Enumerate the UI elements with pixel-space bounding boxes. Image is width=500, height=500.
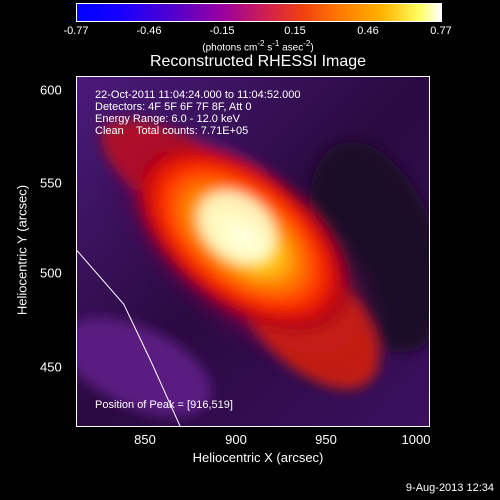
y-tick-label: 600: [40, 82, 62, 98]
chart-title: Reconstructed RHESSI Image: [149, 53, 367, 70]
y-tick-label: 500: [40, 265, 62, 281]
solar-limb-line: [77, 250, 181, 426]
x-tick-label: 950: [315, 432, 337, 447]
heatmap-image: [77, 77, 429, 426]
time-annotation: 22-Oct-2011 11:04:24.000 to 11:04:52.000: [95, 89, 301, 101]
y-axis-label: Heliocentric Y (arcsec): [14, 184, 30, 316]
colorbar: [76, 3, 442, 22]
clean-annotation: Clean Total counts: 7.71E+05: [95, 125, 249, 137]
colorbar-tick: 0.77: [430, 25, 452, 37]
colorbar-tick: 0.15: [284, 25, 306, 37]
x-axis-label: Heliocentric X (arcsec): [192, 450, 324, 465]
detectors-annotation: Detectors: 4F 5F 6F 7F 8F, Att 0: [95, 101, 252, 113]
y-tick-label: 450: [40, 359, 62, 375]
peak-annotation: Position of Peak = [916,519]: [95, 399, 233, 411]
colorbar-tick: -0.77: [63, 25, 89, 37]
y-tick-label: 550: [40, 175, 62, 191]
solar-limb: [77, 250, 181, 426]
x-tick-label: 850: [134, 432, 156, 447]
colorbar-tick: 0.46: [357, 25, 379, 37]
energy-annotation: Energy Range: 6.0 - 12.0 keV: [95, 113, 240, 125]
plot-area: 22-Oct-2011 11:04:24.000 to 11:04:52.000…: [76, 76, 430, 427]
colorbar-units: (photons cm-2 s-1 asec-2): [202, 39, 314, 54]
colorbar-tick: -0.46: [136, 25, 162, 37]
colorbar-tick: -0.15: [209, 25, 235, 37]
x-tick-label: 900: [225, 432, 247, 447]
x-tick-label: 1000: [401, 432, 431, 447]
date-stamp: 9-Aug-2013 12:34: [405, 482, 494, 494]
